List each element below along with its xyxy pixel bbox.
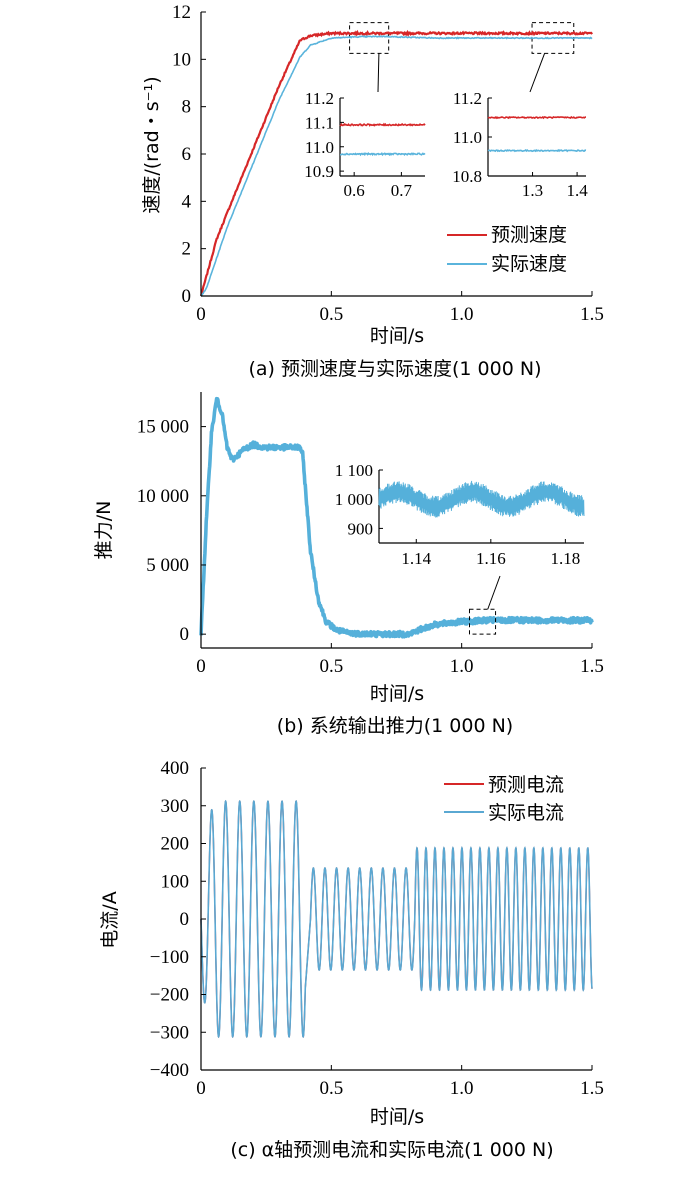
chart-a-zoom-connector bbox=[377, 53, 380, 93]
chart-a-x-tick-label: 1.0 bbox=[450, 304, 474, 325]
chart-c-y-tick-label: 300 bbox=[161, 796, 190, 817]
chart-a-inset-1-x-tick-label: 0.7 bbox=[391, 181, 413, 200]
chart-a-inset-2-y-tick-label: 11.0 bbox=[453, 128, 482, 147]
chart-b-zoom-connector bbox=[487, 575, 501, 610]
chart-a-ylabel: 速度/(rad・s⁻¹) bbox=[141, 76, 163, 213]
chart-b-y-tick-label: 5 000 bbox=[146, 555, 189, 576]
chart-a-y-tick-label: 0 bbox=[182, 286, 192, 307]
chart-a-inset-1: 0.6 0.7 11.2 11.1 11.0 10.9 bbox=[304, 22, 426, 200]
chart-c-y-tick-label: −200 bbox=[150, 985, 189, 1006]
chart-c-xlabel: 时间/s bbox=[370, 1106, 424, 1128]
chart-c-y-tick-label: −300 bbox=[150, 1022, 189, 1043]
legend-label-actual-speed: 实际速度 bbox=[491, 253, 567, 275]
chart-a: 0.6 0.7 11.2 11.1 11.0 10.9 1.3 1.4 11.2 11.0 10.8… bbox=[141, 2, 604, 380]
chart-a-y-tick-label: 2 bbox=[182, 239, 192, 260]
chart-a-y-tick-label: 4 bbox=[182, 191, 192, 212]
chart-b-y-tick-label: 10 000 bbox=[137, 486, 189, 507]
chart-c-legend: 预测电流 实际电流 bbox=[444, 774, 564, 824]
chart-a-inset-2-y-tick-label: 10.8 bbox=[452, 167, 482, 186]
chart-c-caption: (c) α轴预测电流和实际电流(1 000 N) bbox=[230, 1139, 553, 1161]
chart-c-y-tick-label: 0 bbox=[180, 909, 190, 930]
chart-c-x-tick-label: 0 bbox=[196, 1078, 206, 1099]
chart-c-y-tick-label: 100 bbox=[161, 871, 190, 892]
legend-label-predicted-current: 预测电流 bbox=[488, 774, 564, 796]
chart-c-ylabel: 电流/A bbox=[99, 891, 121, 948]
chart-a-inset-2-x-tick-label: 1.3 bbox=[522, 181, 543, 200]
chart-b-inset-x-tick-label: 1.16 bbox=[476, 549, 506, 568]
chart-a-xlabel: 时间/s bbox=[370, 325, 424, 347]
actual-current-line bbox=[200, 799, 593, 1039]
chart-a-y-tick-label: 10 bbox=[172, 49, 191, 70]
chart-b-x-tick-label: 1.5 bbox=[580, 656, 604, 677]
chart-a-zoom-connector bbox=[529, 53, 546, 93]
chart-b-inset-y-tick-label: 1 100 bbox=[335, 461, 373, 480]
legend-label-actual-current: 实际电流 bbox=[488, 802, 564, 824]
chart-a-inset-line bbox=[487, 148, 587, 153]
chart-a-inset-line bbox=[339, 151, 426, 157]
chart-b-ylabel: 推力/N bbox=[93, 501, 115, 560]
chart-b-caption: (b) 系统输出推力(1 000 N) bbox=[277, 715, 513, 737]
chart-a-x-tick-label: 0 bbox=[196, 304, 206, 325]
chart-a-inset-1-y-tick-label: 11.1 bbox=[305, 113, 334, 132]
chart-c: 0 0.5 1.0 1.54003002001000−100−200−300−400 … bbox=[99, 758, 604, 1161]
chart-b-y-tick-label: 0 bbox=[180, 624, 190, 645]
chart-a-y-tick-label: 8 bbox=[182, 97, 192, 118]
chart-c-y-tick-label: −100 bbox=[150, 947, 189, 968]
chart-b-xlabel: 时间/s bbox=[370, 683, 424, 705]
predicted-speed-line bbox=[199, 29, 593, 297]
chart-b-x-tick-label: 0 bbox=[196, 656, 206, 677]
chart-a-inset-1-y-tick-label: 11.0 bbox=[305, 138, 334, 157]
chart-a-inset-1-x-tick-label: 0.6 bbox=[344, 181, 365, 200]
chart-b-inset-y-tick-label: 900 bbox=[348, 519, 374, 538]
chart-b-inset-x-tick-label: 1.14 bbox=[401, 549, 431, 568]
chart-b-x-tick-label: 1.0 bbox=[450, 656, 474, 677]
chart-a-legend: 预测速度 实际速度 bbox=[447, 224, 567, 275]
chart-c-x-tick-label: 1.5 bbox=[580, 1078, 604, 1099]
chart-b-inset-line bbox=[378, 480, 585, 518]
chart-a-y-tick-label: 12 bbox=[172, 2, 191, 23]
chart-a-caption: (a) 预测速度与实际速度(1 000 N) bbox=[249, 358, 542, 380]
chart-b-inset: 1.14 1.16 1.18 1 100 1 000 900 bbox=[335, 461, 585, 635]
chart-c-x-tick-label: 0.5 bbox=[319, 1078, 343, 1099]
chart-c-y-tick-label: 400 bbox=[161, 758, 190, 779]
chart-b-x-tick-label: 0.5 bbox=[319, 656, 343, 677]
chart-b-y-tick-label: 15 000 bbox=[137, 417, 189, 438]
chart-b-zoom-box bbox=[468, 608, 497, 635]
chart-b-inset-x-tick-label: 1.18 bbox=[550, 549, 580, 568]
chart-a-inset-1-y-tick-label: 11.2 bbox=[305, 89, 334, 108]
chart-c-x-tick-label: 1.0 bbox=[450, 1078, 474, 1099]
chart-a-x-tick-label: 0.5 bbox=[319, 304, 343, 325]
chart-a-inset-2-x-tick-label: 1.4 bbox=[566, 181, 588, 200]
chart-a-inset-line bbox=[487, 115, 587, 120]
chart-a-inset-1-y-tick-label: 10.9 bbox=[304, 162, 334, 181]
chart-a-y-tick-label: 6 bbox=[182, 144, 192, 165]
chart-b: 1.14 1.16 1.18 1 100 1 000 900 0 0.5 1.0 1.5 0 5 0… bbox=[93, 392, 604, 737]
chart-a-inset-2: 1.3 1.4 11.2 11.0 10.8 bbox=[452, 22, 588, 200]
chart-a-inset-line bbox=[339, 122, 426, 127]
chart-a-inset-2-y-tick-label: 11.2 bbox=[453, 89, 482, 108]
thrust-line bbox=[199, 396, 594, 639]
chart-a-x-tick-label: 1.5 bbox=[580, 304, 604, 325]
chart-c-y-tick-label: −400 bbox=[150, 1060, 189, 1081]
chart-b-inset-y-tick-label: 1 000 bbox=[335, 490, 373, 509]
actual-speed-line bbox=[200, 35, 593, 297]
chart-c-y-tick-label: 200 bbox=[161, 834, 190, 855]
chart-a-zoom-box bbox=[349, 22, 390, 54]
legend-label-predicted-speed: 预测速度 bbox=[491, 224, 567, 246]
